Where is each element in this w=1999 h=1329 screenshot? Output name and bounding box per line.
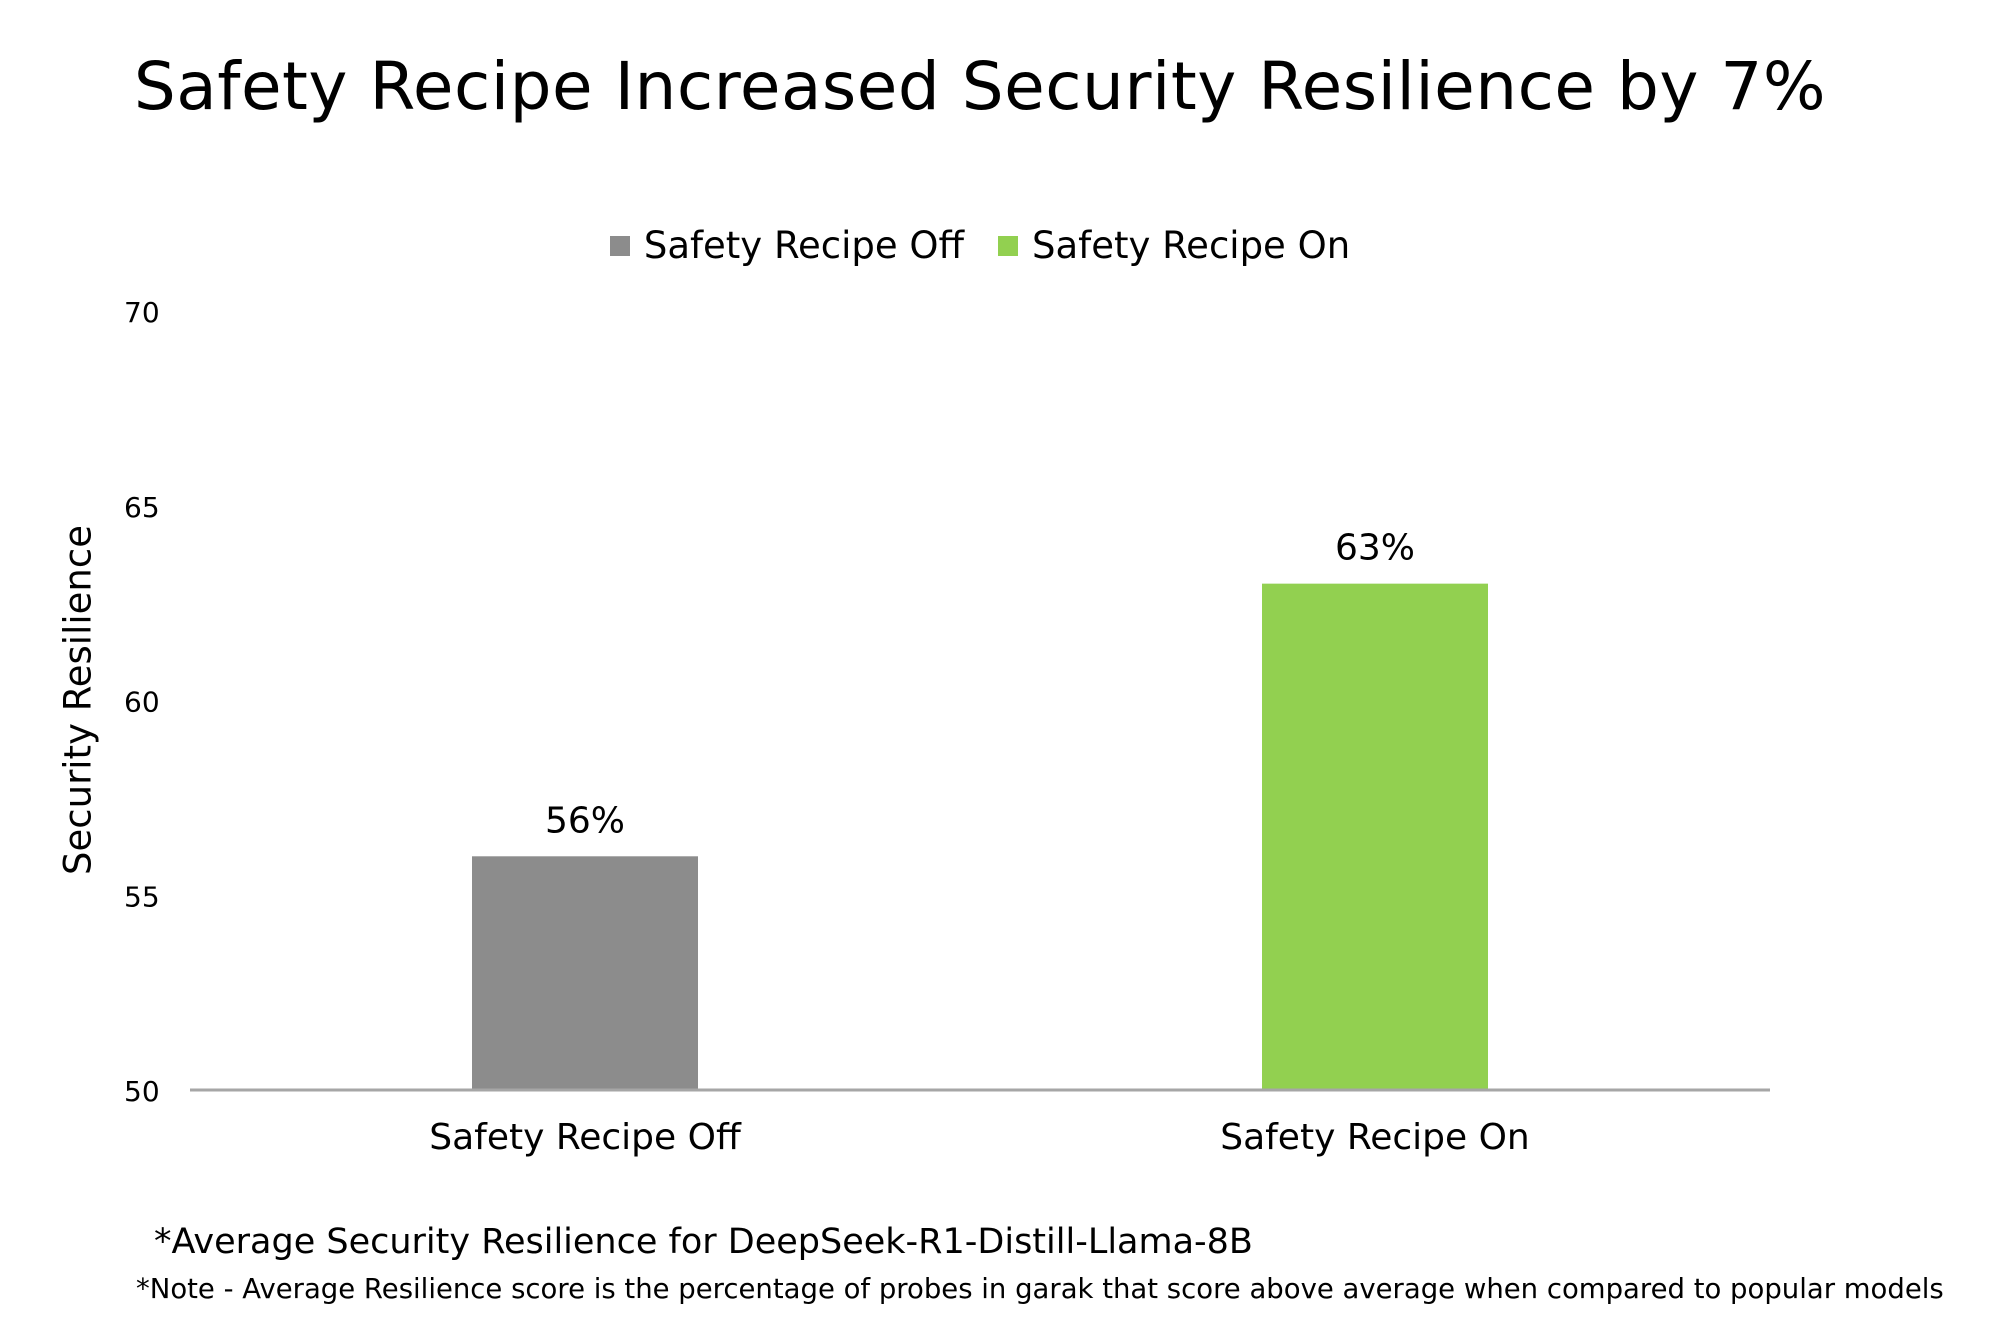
x-tick-label: Safety Recipe Off xyxy=(429,1117,742,1158)
chart-legend: Safety Recipe Off Safety Recipe On xyxy=(0,224,1960,267)
x-tick-label: Safety Recipe On xyxy=(1220,1117,1530,1158)
chart-title: Safety Recipe Increased Security Resilie… xyxy=(133,48,1827,125)
y-tick-label: 50 xyxy=(124,1075,160,1108)
bar xyxy=(472,856,698,1090)
legend-item-off: Safety Recipe Off xyxy=(609,224,965,267)
y-tick-label: 70 xyxy=(124,296,160,329)
footnote-note: *Note - Average Resilience score is the … xyxy=(136,1273,1944,1305)
legend-swatch-on xyxy=(998,235,1019,256)
legend-item-on: Safety Recipe On xyxy=(998,224,1350,267)
y-tick-label: 60 xyxy=(124,686,160,719)
legend-swatch-off xyxy=(609,235,630,256)
bar xyxy=(1262,583,1488,1090)
data-label: 63% xyxy=(1335,528,1415,569)
y-tick-label: 65 xyxy=(124,491,160,524)
legend-label-off: Safety Recipe Off xyxy=(643,224,965,267)
legend-label-on: Safety Recipe On xyxy=(1032,224,1351,267)
y-tick-label: 55 xyxy=(124,880,160,913)
footnote-model: *Average Security Resilience for DeepSee… xyxy=(154,1222,1253,1262)
data-label: 56% xyxy=(545,800,625,841)
